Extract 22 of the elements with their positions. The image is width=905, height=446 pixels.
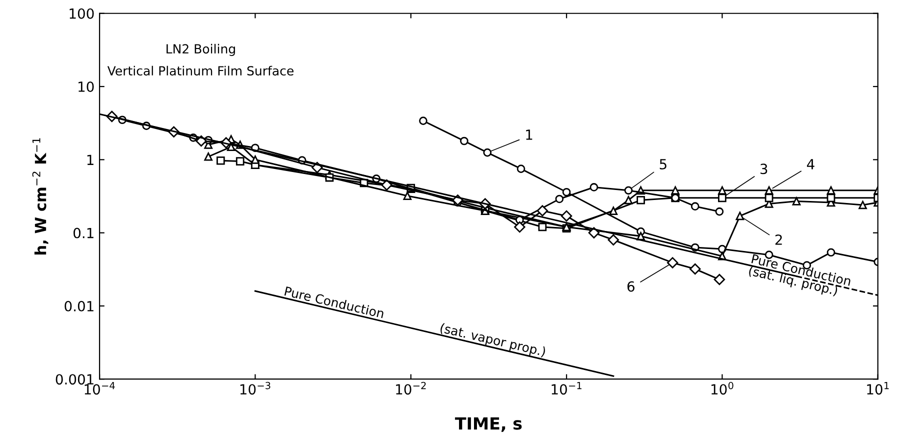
- x-tick-label: 10$^{−3}$: [240, 382, 270, 395]
- y-tick-label: 0.1: [74, 228, 94, 238]
- series-label: 4: [806, 159, 814, 170]
- series-label: 3: [760, 164, 768, 174]
- x-tick-label: 10$^{0}$: [711, 382, 734, 395]
- y-tick-label: 0.01: [64, 300, 94, 312]
- annotation: (sat. vapor prop.): [439, 322, 546, 359]
- series-label: 5: [660, 159, 666, 170]
- x-axis-title: TIME, s: [454, 417, 522, 432]
- annotation: Vertical Platinum Film Surface: [107, 66, 294, 76]
- series-label: 2: [775, 234, 782, 245]
- series-label: 1: [526, 130, 532, 140]
- x-tick-label: 10$^{1}$: [867, 382, 889, 395]
- annotation: LN2 Boiling: [166, 44, 235, 56]
- y-tick-label: 100: [70, 8, 94, 19]
- text: 6: [627, 281, 634, 292]
- y-tick-label: 0.001: [56, 374, 94, 385]
- y-axis-title: h, W cm$^{−2}$ K$^{−1}$: [32, 138, 48, 254]
- y-tick-label: 10: [78, 81, 94, 92]
- y-tick-label: 1: [87, 154, 94, 165]
- x-tick-label: 10$^{−2}$: [396, 382, 426, 395]
- x-tick-label: 10$^{−1}$: [552, 382, 582, 395]
